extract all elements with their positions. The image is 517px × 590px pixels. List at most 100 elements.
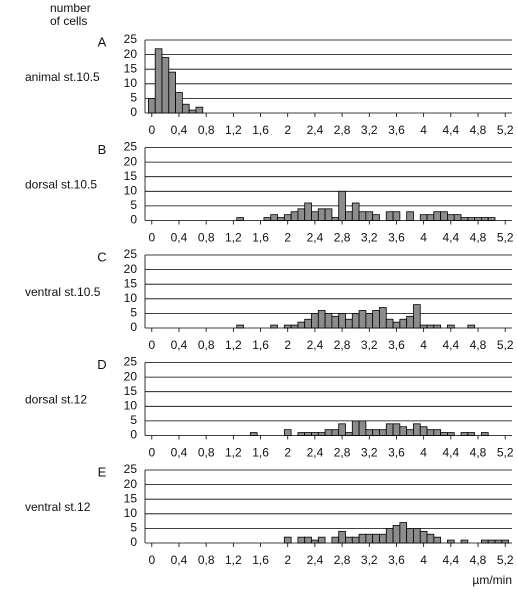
bar [379,533,387,544]
y-tick-label: 0 [130,105,137,119]
bar [447,214,455,221]
bar [481,217,489,221]
bar [419,426,428,436]
bar [487,217,496,221]
bar [283,429,292,436]
bar [297,208,306,221]
bar [453,214,462,221]
bar [304,536,312,544]
bar [147,98,156,114]
bar [460,432,469,436]
x-tick-label: 0,4 [171,446,188,460]
bar [379,429,387,436]
bar [168,71,176,114]
y-tick-label: 20 [124,369,138,383]
bar [447,539,455,544]
panel-letter: D [97,357,106,372]
y-tick-label: 5 [130,198,137,212]
panel-label: ventral st.10.5 [25,285,101,299]
bar [460,217,469,221]
x-tick-label: 4,4 [442,553,459,567]
bar [379,307,387,329]
y-tick-label: 25 [124,462,138,476]
y-tick-label: 0 [130,428,137,442]
bar [426,533,435,544]
bar [297,536,306,544]
y-axis-title: number of cells [50,1,91,28]
y-tick-label: 20 [124,477,138,491]
panel-letter: A [98,34,107,49]
bar [467,217,476,221]
bar [317,310,326,329]
x-tick-label: 5,2 [497,338,514,352]
x-tick-label: 4 [420,231,427,245]
bar [338,530,346,544]
bar [419,324,428,329]
y-tick-label: 5 [130,306,137,320]
bar [385,423,394,436]
y-tick-label: 15 [124,276,138,290]
bar [331,536,340,544]
x-tick-label: 0 [148,553,155,567]
x-tick-label: 0 [148,446,155,460]
x-tick-label: 2,8 [334,553,351,567]
bar [494,539,503,544]
x-tick-label: 1,6 [252,446,269,460]
bar [270,324,278,329]
x-tick-label: 0,8 [198,123,215,137]
bar [372,310,380,329]
y-tick-label: 25 [124,140,138,154]
bar [195,106,204,114]
x-tick-label: 4,4 [442,123,459,137]
x-tick-label: 2,8 [334,123,351,137]
x-tick-label: 2,4 [307,338,324,352]
bar [426,429,435,436]
bar [433,429,442,436]
bar [161,57,170,114]
x-tick-label: 2 [284,553,291,567]
x-tick-label: 1,2 [225,553,242,567]
panel-label: animal st.10.5 [25,70,100,84]
bar [365,429,374,436]
y-tick-label: 0 [130,535,137,549]
bar [372,214,380,221]
bar [317,536,326,544]
bar [385,211,394,221]
x-tick-label: 1,2 [225,231,242,245]
bar [311,211,319,221]
bar [345,211,353,221]
x-tick-label: 4,8 [470,231,487,245]
bar [365,312,374,329]
bar [481,539,489,544]
x-tick-label: 0 [148,123,155,137]
bar [358,310,367,329]
x-tick-label: 4,4 [442,231,459,245]
x-tick-label: 3,2 [361,231,378,245]
bar [365,211,374,221]
bar [317,208,326,221]
bar [324,312,333,329]
x-tick-label: 2,8 [334,231,351,245]
x-tick-label: 0 [148,231,155,245]
bar [481,432,489,436]
bar [311,432,319,436]
x-tick-label: 1,2 [225,338,242,352]
bar [338,423,346,436]
x-tick-label: 2,8 [334,338,351,352]
y-tick-label: 25 [124,355,138,369]
bar [413,528,421,544]
bar [297,432,306,436]
x-tick-label: 3,6 [388,446,405,460]
x-tick-label: 4,8 [470,446,487,460]
bar [236,324,244,329]
bar [447,324,455,329]
panel-label: ventral st.12 [25,500,91,514]
bar [501,539,510,544]
x-tick-label: 4,4 [442,338,459,352]
bar [297,321,306,329]
bar [181,103,190,114]
bar [304,202,312,221]
bar [399,522,408,544]
x-tick-label: 3,2 [361,338,378,352]
